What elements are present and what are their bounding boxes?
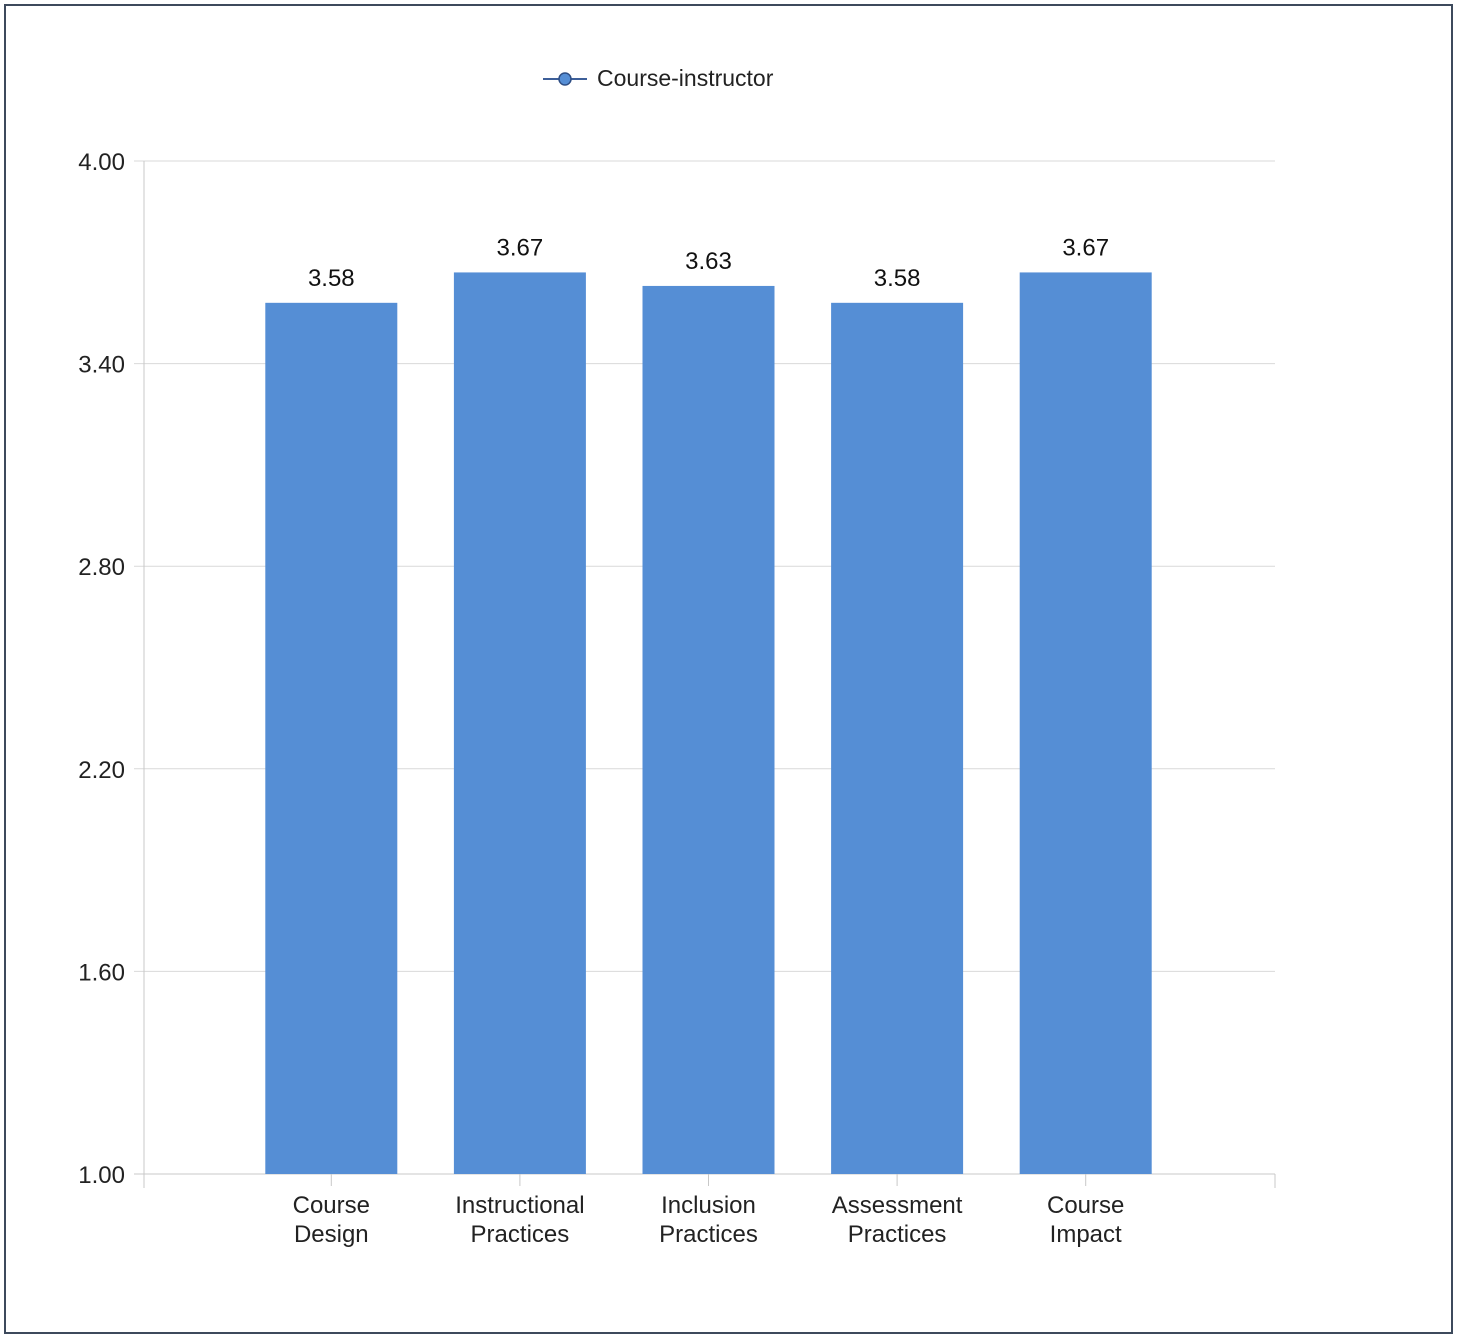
x-tick-label: Course	[1047, 1192, 1124, 1219]
x-tick-label: Course	[293, 1192, 370, 1219]
y-tick-label: 1.60	[78, 959, 125, 986]
axes: 1.001.602.202.803.404.00CourseDesignInst…	[78, 149, 1276, 1248]
bars	[265, 272, 1152, 1175]
bar-value-label: 3.63	[685, 248, 732, 275]
x-tick-label: Design	[294, 1221, 369, 1248]
y-tick-label: 4.00	[78, 149, 125, 176]
y-tick-label: 1.00	[78, 1162, 125, 1189]
bar	[642, 285, 775, 1175]
y-tick-label: 2.80	[78, 554, 125, 581]
bar	[453, 272, 586, 1174]
x-tick-label: Practices	[848, 1221, 947, 1248]
x-tick-label: Practices	[471, 1221, 570, 1248]
x-tick-label: Inclusion	[661, 1192, 756, 1219]
x-tick-label: Practices	[659, 1221, 758, 1248]
bar-value-label: 3.58	[874, 265, 921, 292]
bar-value-label: 3.67	[1062, 234, 1109, 261]
x-tick-label: Instructional	[455, 1192, 584, 1219]
legend-label: Course-instructor	[597, 65, 774, 91]
y-tick-label: 2.20	[78, 757, 125, 784]
x-tick-label: Impact	[1050, 1221, 1122, 1248]
y-tick-label: 3.40	[78, 352, 125, 379]
bar	[831, 302, 964, 1174]
bar	[265, 302, 398, 1174]
legend-item: Course-instructor	[543, 65, 774, 91]
x-tick-label: Assessment	[832, 1192, 963, 1219]
bar-value-label: 3.58	[308, 265, 355, 292]
data-labels: 3.58 3.67 3.63 3.58 3.67	[308, 234, 1109, 291]
legend: Course-instructor	[543, 65, 774, 91]
legend-circle-marker	[558, 72, 572, 86]
bar	[1019, 272, 1152, 1174]
bar-value-label: 3.67	[497, 234, 544, 261]
